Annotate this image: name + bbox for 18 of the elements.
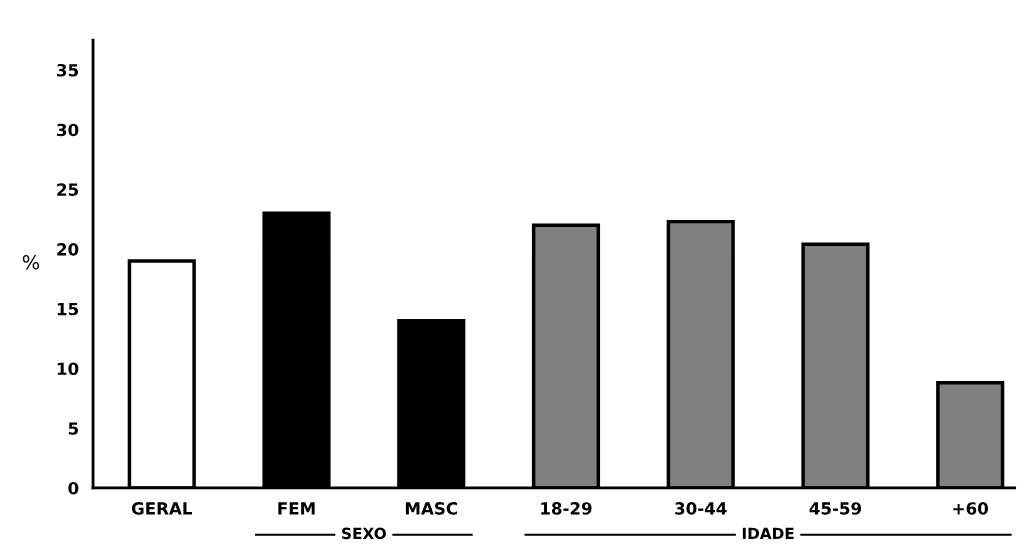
x-tick-label: 45-59: [809, 502, 862, 515]
x-tick-label: FEM: [278, 502, 315, 515]
x-tick-label: GERAL: [131, 502, 193, 515]
x-tick-label: 18-29: [541, 502, 592, 515]
y-tick-label: 15: [57, 302, 78, 316]
text: SEXO: [342, 527, 386, 540]
y-tick-label: 0: [68, 481, 79, 495]
y-tick-label: 35: [57, 63, 78, 77]
x-tick-label: +60: [953, 502, 988, 515]
x-tick-label: MASC: [405, 502, 458, 515]
y-axis-title: %: [22, 254, 40, 270]
text: IDADE: [742, 527, 794, 539]
y-tick-label: 5: [68, 422, 78, 435]
y-tick-label: 10: [57, 362, 79, 376]
y-tick-label: 25: [57, 183, 78, 196]
x-tick-label: 30-44: [675, 502, 727, 515]
y-tick-label: 20: [57, 243, 79, 256]
y-tick-label: 30: [57, 123, 79, 137]
